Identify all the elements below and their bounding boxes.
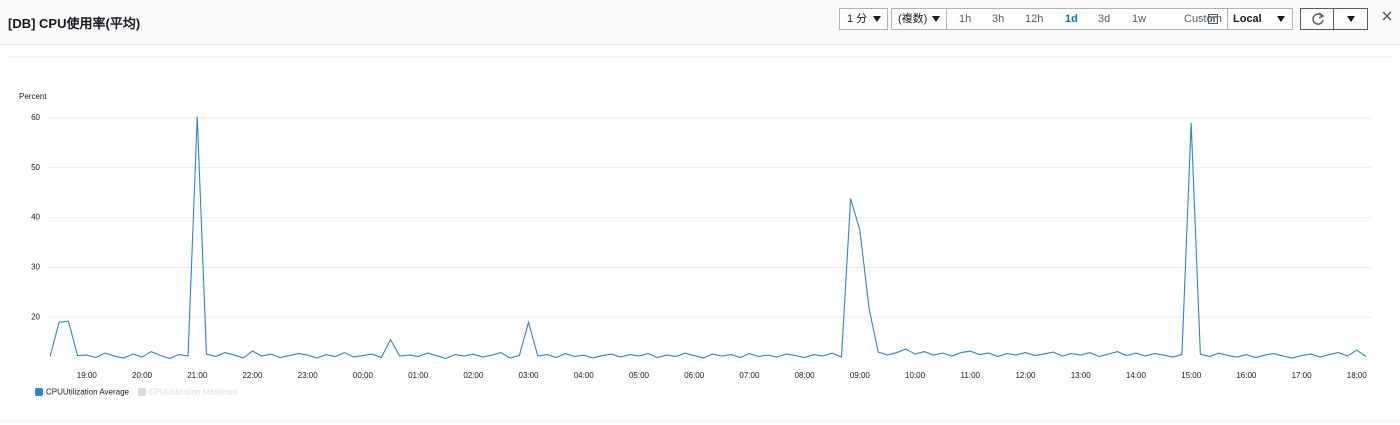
x-tick-label: 02:00 <box>463 371 484 380</box>
x-tick-label: 15:00 <box>1181 371 1202 380</box>
y-tick-label: 30 <box>31 262 40 271</box>
dropdown-icon <box>1277 16 1285 22</box>
widget-title: [DB] CPU使用率(平均) <box>8 16 141 31</box>
x-tick-label: 04:00 <box>574 371 595 380</box>
calendar-icon[interactable] <box>1208 14 1218 24</box>
x-tick-label: 22:00 <box>242 371 263 380</box>
x-tick-label: 09:00 <box>850 371 871 380</box>
x-tick-label: 14:00 <box>1126 371 1147 380</box>
x-tick-label: 13:00 <box>1071 371 1092 380</box>
x-tick-label: 03:00 <box>519 371 540 380</box>
data-line <box>49 116 1367 360</box>
x-tick-label: 11:00 <box>961 371 981 380</box>
x-tick-label: 00:00 <box>353 371 374 380</box>
x-tick-label: 16:00 <box>1236 371 1257 380</box>
y-tick-label: 60 <box>31 113 40 122</box>
x-tick-label: 18:00 <box>1347 371 1368 380</box>
timezone-select[interactable]: Local <box>1227 8 1293 30</box>
close-icon[interactable] <box>1382 11 1392 21</box>
y-tick-label: 40 <box>31 213 40 222</box>
dropdown-icon <box>873 16 881 22</box>
x-tick-label: 19:00 <box>77 371 98 380</box>
refresh-button[interactable] <box>1300 8 1335 30</box>
timezone-label: Local <box>1233 13 1262 25</box>
x-tick-label: 01:00 <box>408 371 429 380</box>
x-tick-label: 05:00 <box>629 371 650 380</box>
statistic-select[interactable]: (複数) <box>891 8 947 30</box>
x-tick-label: 12:00 <box>1015 371 1036 380</box>
x-tick-label: 21:00 <box>187 371 208 380</box>
legend-swatch <box>35 388 43 396</box>
x-tick-label: 17:00 <box>1292 371 1313 380</box>
header: [DB] CPU使用率(平均) 1 分 (複数) Custom 1h 3h 12h 1… <box>0 0 1400 45</box>
legend-swatch <box>138 388 147 396</box>
y-axis-label: Percent <box>19 92 47 101</box>
period-select[interactable]: 1 分 <box>839 8 888 30</box>
range-group: Custom 1h 3h 12h 1d 3d 1w <box>946 8 1228 30</box>
x-tick-label: 08:00 <box>795 371 816 380</box>
y-tick-label: 20 <box>31 312 40 321</box>
dropdown-icon <box>1347 16 1355 22</box>
range-option[interactable]: 1w <box>1132 13 1147 25</box>
statistic-label: (複数) <box>898 13 928 25</box>
range-option[interactable]: 1d <box>1065 13 1078 25</box>
range-option[interactable]: 12h <box>1025 13 1044 25</box>
x-tick-label: 06:00 <box>684 371 705 380</box>
x-tick-label: 10:00 <box>905 371 926 380</box>
y-tick-label: 50 <box>31 163 40 172</box>
refresh-icon <box>1312 12 1325 25</box>
range-option[interactable]: 3h <box>992 13 1005 25</box>
custom-range[interactable]: Custom <box>1184 13 1222 25</box>
range-option[interactable]: 3d <box>1098 13 1111 25</box>
legend-label[interactable]: CPUUtilization Maximum <box>149 388 238 397</box>
x-tick-label: 20:00 <box>132 371 153 380</box>
dropdown-icon <box>932 16 940 22</box>
refresh-options[interactable] <box>1333 8 1368 30</box>
range-option[interactable]: 1h <box>959 13 972 25</box>
legend-label[interactable]: CPUUtilization Average <box>46 388 130 397</box>
x-tick-label: 07:00 <box>739 371 760 380</box>
period-label: 1 分 <box>847 13 868 25</box>
x-tick-label: 23:00 <box>298 371 319 380</box>
